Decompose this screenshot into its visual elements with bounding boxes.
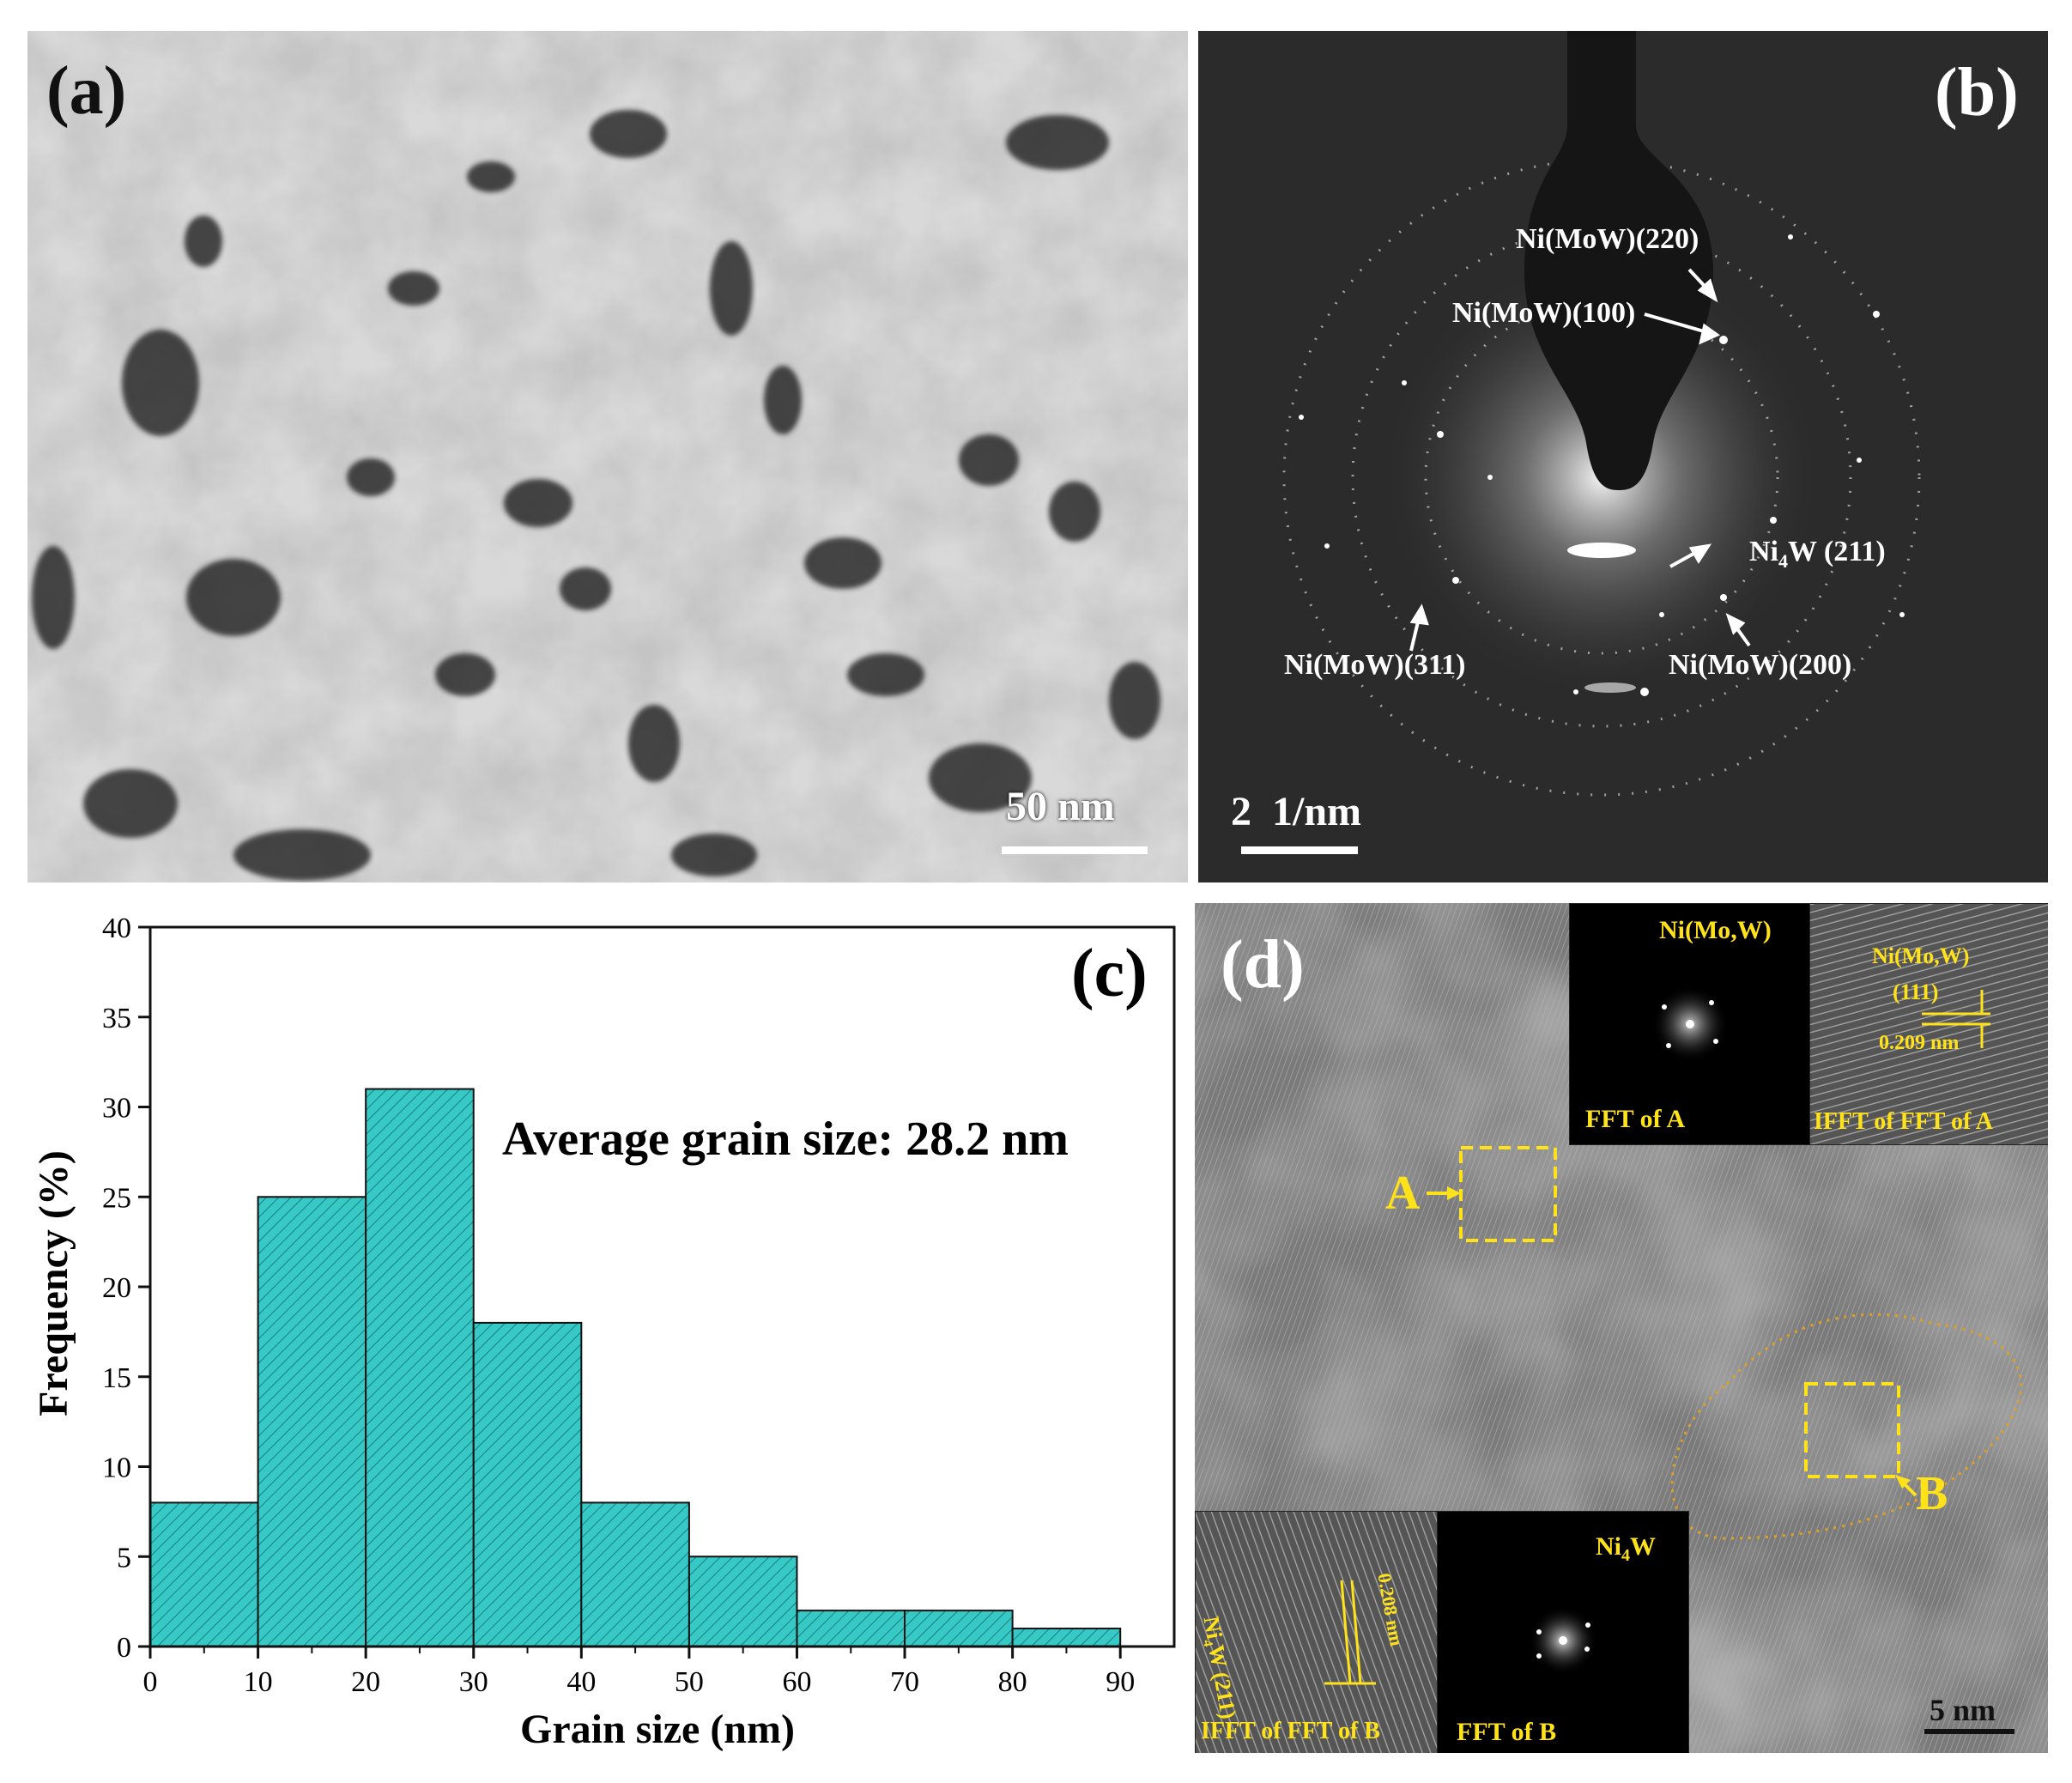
histogram-bar — [796, 1610, 906, 1647]
y-tick-label: 20 — [102, 1272, 131, 1304]
fft-a-pattern — [1651, 986, 1729, 1063]
inset-fft-b: Ni4W FFT of B — [1437, 1511, 1689, 1753]
fft-a-caption: FFT of A — [1585, 1105, 1686, 1133]
inset-ifft-b: Ni₄W (211) 0.208 nm IFFT of FFT of B — [1195, 1511, 1439, 1753]
panel-a-tem-image: (a) 50 nm — [27, 31, 1188, 882]
panel-b-scale-bar — [1241, 846, 1358, 854]
y-tick-label: 10 — [102, 1452, 131, 1484]
x-tick-label: 80 — [998, 1666, 1027, 1698]
x-axis-label: Grain size (nm) — [520, 1707, 795, 1752]
annotation-ni-mow-220: Ni(MoW)(220) — [1516, 223, 1699, 255]
inset-fft-a: Ni(Mo,W) FFT of A — [1569, 903, 1811, 1145]
diffraction-rings — [1198, 31, 2048, 882]
ifft-b-lattice — [1196, 1512, 1438, 1753]
y-tick-label: 35 — [102, 1003, 131, 1034]
annotation-ni-mow-100: Ni(MoW)(100) — [1452, 297, 1636, 329]
inset-ifft-a: Ni(Mo,W) (111) 0.209 nm IFFT of FFT of A — [1809, 903, 2048, 1145]
histogram-bar — [365, 1088, 475, 1648]
fft-b-phase-suffix: W — [1630, 1532, 1656, 1561]
histogram-bar — [904, 1610, 1014, 1647]
ni4w-prefix: Ni — [1749, 536, 1778, 567]
x-tick-label: 0 — [143, 1666, 158, 1698]
histogram-bar — [580, 1501, 690, 1648]
histogram-bar — [149, 1501, 259, 1648]
panel-b-saed-pattern: (b) Ni(MoW)(220) Ni(MoW)(100) Ni4W (211)… — [1198, 31, 2048, 882]
fft-b-phase: Ni4W — [1596, 1532, 1656, 1565]
panel-a-scale-label: 50 nm — [1006, 784, 1115, 829]
average-grain-size-annotation: Average grain size: 28.2 nm — [502, 1113, 1069, 1166]
ifft-b-caption: IFFT of FFT of B — [1201, 1718, 1380, 1744]
y-tick-label: 0 — [117, 1632, 131, 1664]
panel-c-histogram: 0 10 20 30 40 50 60 70 80 90 0 5 10 15 20 25 30 35 40 Freq… — [0, 893, 1184, 1779]
x-tick-label: 40 — [566, 1666, 596, 1698]
ifft-a-spacing: 0.209 nm — [1879, 1032, 1960, 1054]
fft-a-phase: Ni(Mo,W) — [1659, 916, 1772, 944]
x-tick-label: 20 — [351, 1666, 380, 1698]
fft-b-phase-prefix: Ni — [1596, 1532, 1621, 1561]
annotation-ni-mow-311: Ni(MoW)(311) — [1284, 649, 1466, 681]
panel-b-scale-label: 2 1/nm — [1231, 789, 1362, 834]
panel-c-label: (c) — [1071, 936, 1148, 1011]
ni4w-suffix: W (211) — [1788, 536, 1886, 567]
region-b-label: B — [1916, 1467, 1948, 1520]
y-axis-label: Frequency (%) — [31, 1150, 76, 1416]
annotation-ni-mow-200: Ni(MoW)(200) — [1669, 649, 1852, 681]
histogram-bar — [257, 1196, 367, 1647]
x-tick-label: 50 — [675, 1666, 704, 1698]
x-tick-label: 60 — [782, 1666, 811, 1698]
x-tick-label: 70 — [890, 1666, 919, 1698]
panel-a-label: (a) — [46, 53, 127, 129]
histogram-bar — [472, 1321, 583, 1647]
histogram-bar — [1011, 1628, 1122, 1647]
ifft-a-lattice — [1810, 904, 2048, 1144]
y-tick-label: 15 — [102, 1362, 131, 1394]
panel-d-scale-label: 5 nm — [1930, 1693, 1996, 1727]
y-tick-label: 30 — [102, 1093, 131, 1125]
fft-b-phase-subscript: 4 — [1621, 1546, 1630, 1565]
x-tick-label: 10 — [244, 1666, 273, 1698]
panel-b-label: (b) — [1935, 55, 2019, 130]
fft-b-pattern — [1529, 1606, 1597, 1675]
panel-d-hrtem-image: (d) A B 5 nm Ni(Mo,W) FFT of A Ni(Mo,W) … — [1195, 903, 2048, 1753]
annotation-ni4w-211: Ni4W (211) — [1749, 537, 1886, 571]
y-tick-label: 40 — [102, 913, 131, 944]
tem-brightfield-micrograph — [27, 31, 1188, 882]
y-tick-label: 5 — [117, 1542, 131, 1574]
ifft-a-plane-line1: Ni(Mo,W) — [1872, 943, 1970, 968]
fft-b-caption: FFT of B — [1457, 1718, 1557, 1746]
grain-size-histogram: 0 10 20 30 40 50 60 70 80 90 0 5 10 15 20 25 30 35 40 Freq… — [31, 913, 1176, 1752]
histogram-bar — [688, 1556, 798, 1647]
panel-d-label: (d) — [1221, 927, 1305, 1003]
ifft-a-caption: IFFT of FFT of A — [1814, 1108, 1993, 1135]
panel-a-scale-bar — [1002, 846, 1148, 854]
x-tick-label: 30 — [459, 1666, 488, 1698]
ifft-a-plane-line2: (111) — [1893, 979, 1939, 1004]
x-tick-label: 90 — [1106, 1666, 1135, 1698]
region-a-label: A — [1385, 1167, 1421, 1220]
y-tick-label: 25 — [102, 1182, 131, 1214]
ni4w-subscript: 4 — [1778, 549, 1788, 572]
